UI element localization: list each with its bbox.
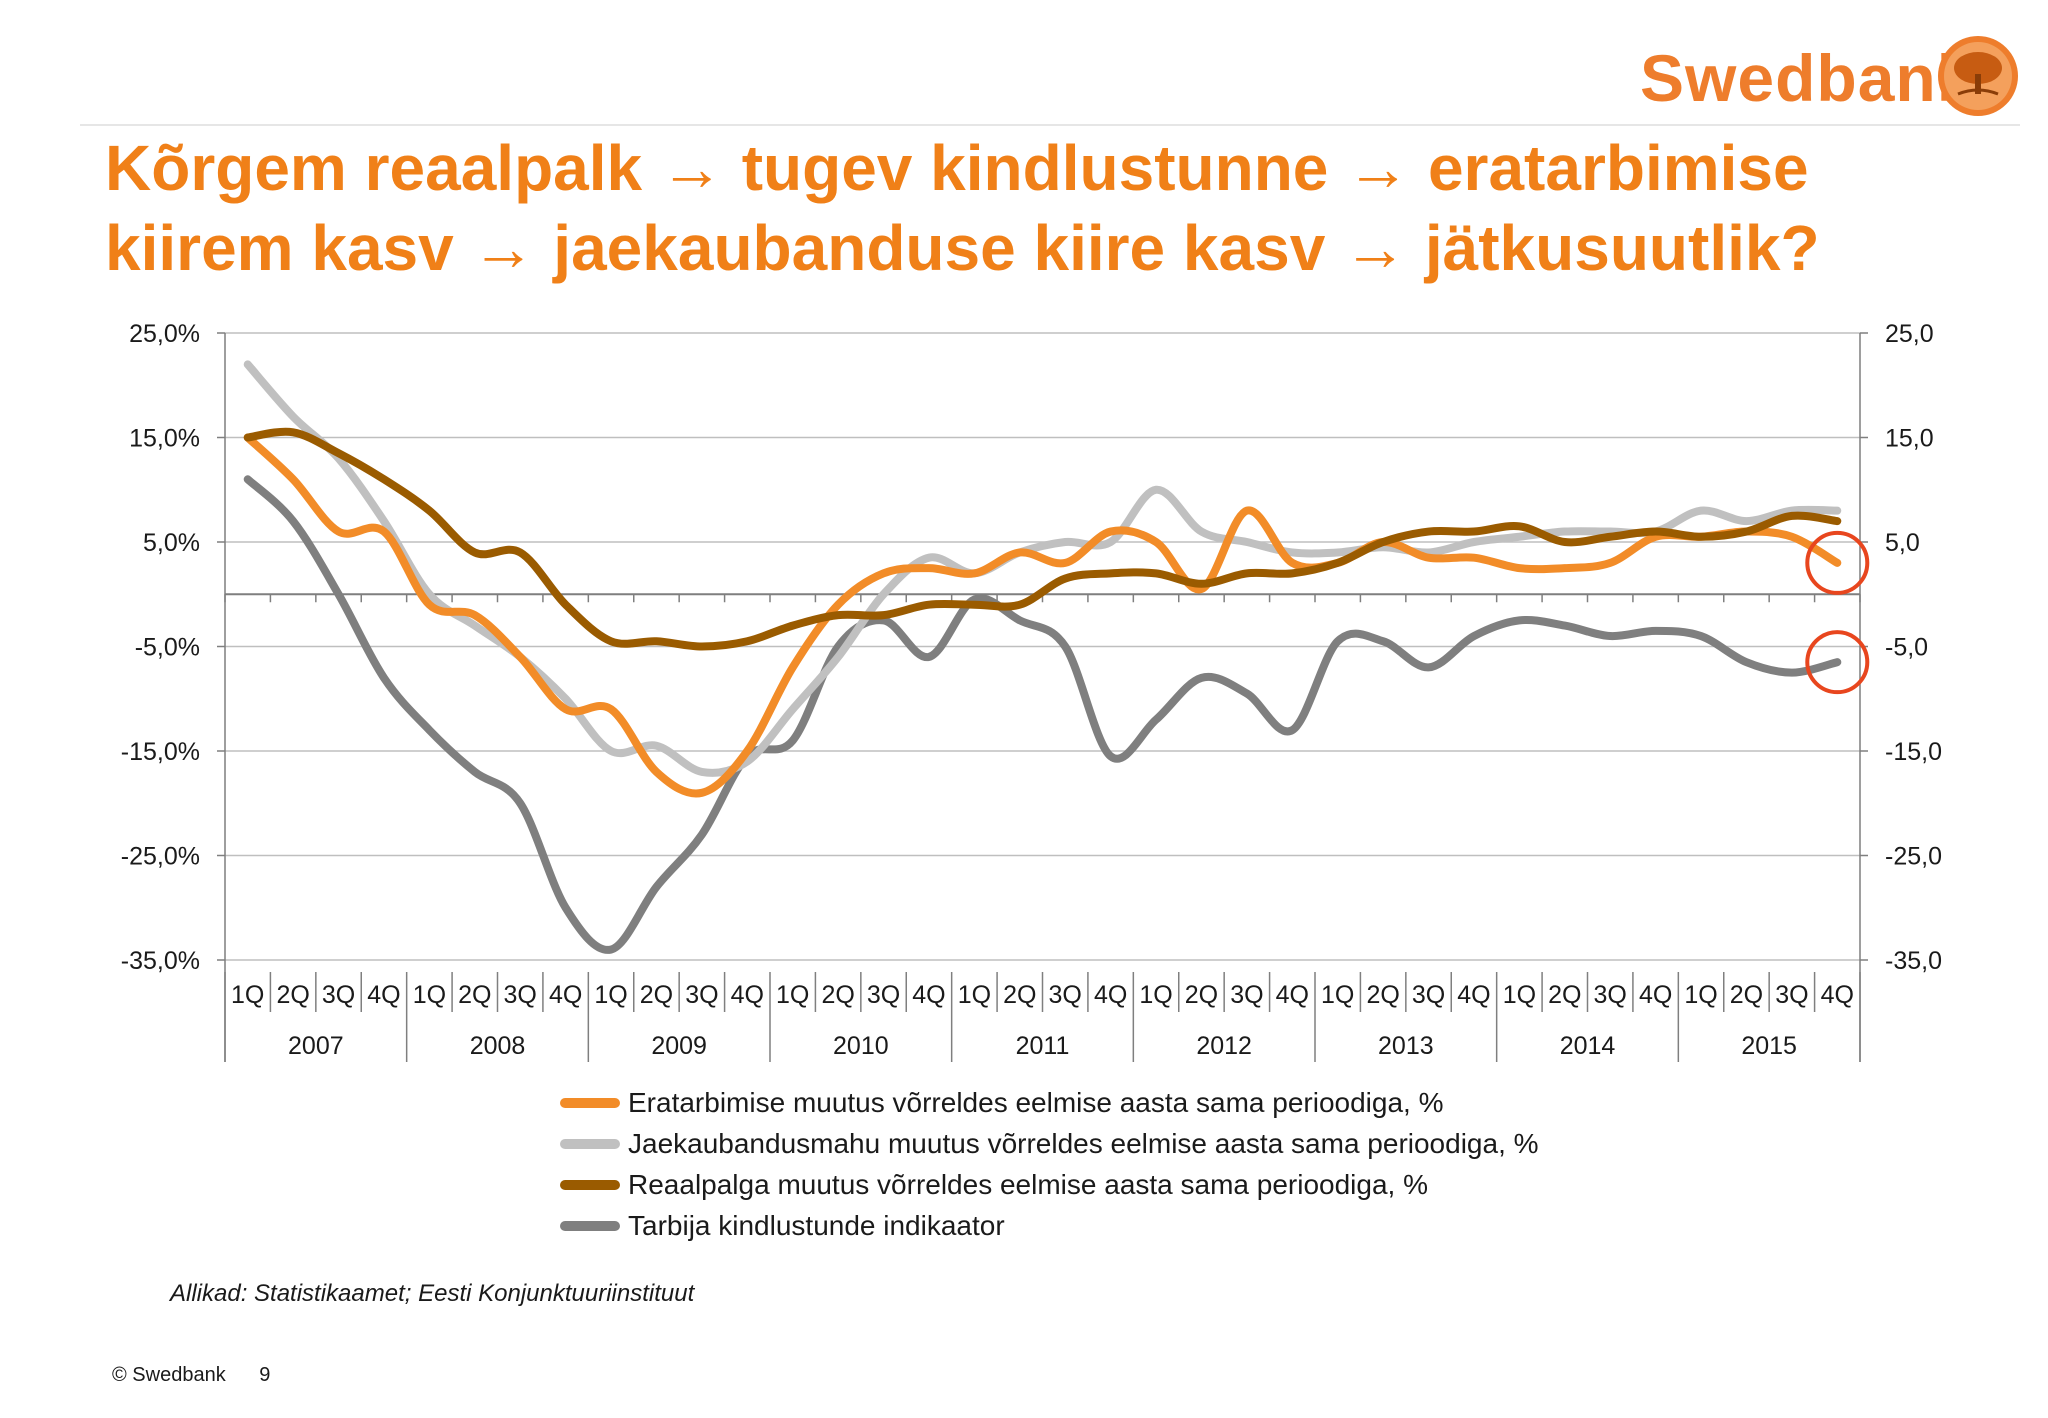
- x-tick-label-year: 2014: [1560, 1032, 1616, 1060]
- x-tick-label-quarter: 2Q: [276, 981, 309, 1009]
- x-tick-label-quarter: 1Q: [958, 981, 991, 1009]
- header-divider: [80, 124, 2020, 126]
- legend-label: Eratarbimise muutus võrreldes eelmise aa…: [628, 1086, 1444, 1118]
- y-right-tick-label: -35,0: [1885, 947, 1942, 975]
- x-tick-label-quarter: 2Q: [1003, 981, 1036, 1009]
- x-tick-label-quarter: 2Q: [1366, 981, 1399, 1009]
- x-tick-label-quarter: 2Q: [1730, 981, 1763, 1009]
- x-tick-label-quarter: 4Q: [1094, 981, 1127, 1009]
- x-tick-label-quarter: 2Q: [1548, 981, 1581, 1009]
- series-line: [243, 475, 1842, 954]
- legend-item-jaekaubandus: Jaekaubandusmahu muutus võrreldes eelmis…: [560, 1123, 1539, 1164]
- x-tick-label-quarter: 4Q: [912, 981, 945, 1009]
- slide-title-line-2: kiirem kasv → jaekaubanduse kiire kasv →…: [105, 212, 1820, 284]
- legend-item-eratarbimine: Eratarbimise muutus võrreldes eelmise aa…: [560, 1082, 1539, 1123]
- legend-swatch: [560, 1097, 620, 1108]
- x-tick-label-quarter: 1Q: [413, 981, 446, 1009]
- series-line: [243, 433, 1842, 798]
- x-tick-label-quarter: 2Q: [640, 981, 673, 1009]
- legend-swatch: [560, 1179, 620, 1190]
- highlight-circle: [1805, 630, 1870, 695]
- source-note: Allikad: Statistikaamet; Eesti Konjunktu…: [170, 1280, 695, 1307]
- x-tick-label-quarter: 4Q: [731, 981, 764, 1009]
- y-left-tick-label: 25,0%: [129, 320, 200, 348]
- x-tick-label-quarter: 4Q: [367, 981, 400, 1009]
- x-tick-label-quarter: 2Q: [821, 981, 854, 1009]
- highlight-circle: [1805, 530, 1870, 595]
- y-left-tick-label: -15,0%: [121, 738, 200, 766]
- slide-title-line-1: Kõrgem reaalpalk → tugev kindlustunne → …: [105, 132, 1809, 204]
- legend-item-reaalpalk: Reaalpalga muutus võrreldes eelmise aast…: [560, 1164, 1539, 1205]
- y-right-tick-label: -15,0: [1885, 738, 1942, 766]
- x-tick-label-year: 2007: [288, 1032, 344, 1060]
- x-tick-label-quarter: 3Q: [504, 981, 537, 1009]
- x-tick-label-quarter: 2Q: [1185, 981, 1218, 1009]
- x-tick-label-quarter: 3Q: [1594, 981, 1627, 1009]
- x-tick-label-year: 2010: [833, 1032, 889, 1060]
- x-tick-label-quarter: 3Q: [1230, 981, 1263, 1009]
- brand-logo-text: Swedbank: [1640, 41, 1975, 115]
- legend-item-kindlustunne: Tarbija kindlustunde indikaator: [560, 1205, 1539, 1246]
- x-tick-label-year: 2011: [1016, 1032, 1070, 1060]
- y-left-tick-label: 5,0%: [143, 529, 200, 557]
- x-tick-label-quarter: 4Q: [1639, 981, 1672, 1009]
- legend-swatch: [560, 1138, 620, 1149]
- x-tick-label-year: 2008: [470, 1032, 526, 1060]
- x-tick-label-quarter: 4Q: [1821, 981, 1854, 1009]
- y-right-tick-label: -5,0: [1885, 634, 1928, 662]
- legend-swatch: [560, 1220, 620, 1231]
- x-tick-label-quarter: 3Q: [322, 981, 355, 1009]
- x-tick-label-year: 2012: [1196, 1032, 1252, 1060]
- y-right-tick-label: -25,0: [1885, 843, 1942, 871]
- x-tick-label-quarter: 4Q: [1457, 981, 1490, 1009]
- x-tick-label-quarter: 4Q: [1276, 981, 1309, 1009]
- x-tick-label-quarter: 1Q: [1684, 981, 1717, 1009]
- legend-label: Jaekaubandusmahu muutus võrreldes eelmis…: [628, 1127, 1539, 1159]
- slide-title: Kõrgem reaalpalk → tugev kindlustunne → …: [105, 128, 2005, 288]
- x-tick-label-quarter: 3Q: [1412, 981, 1445, 1009]
- chart-legend: Eratarbimise muutus võrreldes eelmise aa…: [560, 1082, 1539, 1246]
- x-tick-label-quarter: 1Q: [1139, 981, 1172, 1009]
- y-left-tick-label: 15,0%: [129, 425, 200, 453]
- y-right-tick-label: 25,0: [1885, 320, 1934, 348]
- x-tick-label-quarter: 1Q: [1321, 981, 1354, 1009]
- y-right-tick-label: 5,0: [1885, 529, 1920, 557]
- series-line: [243, 427, 1842, 651]
- footer-copyright: © Swedbank: [112, 1364, 226, 1386]
- y-right-tick-label: 15,0: [1885, 425, 1934, 453]
- x-tick-label-quarter: 1Q: [231, 981, 264, 1009]
- page-number: 9: [259, 1364, 271, 1386]
- y-left-tick-label: -25,0%: [121, 843, 200, 871]
- y-left-tick-label: -5,0%: [135, 634, 200, 662]
- x-tick-label-quarter: 3Q: [1775, 981, 1808, 1009]
- x-tick-label-quarter: 4Q: [549, 981, 582, 1009]
- x-tick-label-quarter: 3Q: [685, 981, 718, 1009]
- x-tick-label-quarter: 3Q: [1049, 981, 1082, 1009]
- legend-label: Reaalpalga muutus võrreldes eelmise aast…: [628, 1168, 1428, 1200]
- x-tick-label-quarter: 2Q: [458, 981, 491, 1009]
- oak-tree-logo-icon: [1938, 36, 2018, 116]
- footer: © Swedbank 9: [112, 1364, 270, 1387]
- x-tick-label-year: 2009: [651, 1032, 707, 1060]
- x-tick-label-quarter: 3Q: [867, 981, 900, 1009]
- legend-label: Tarbija kindlustunde indikaator: [628, 1209, 1005, 1241]
- x-tick-label-year: 2013: [1378, 1032, 1434, 1060]
- y-left-tick-label: -35,0%: [121, 947, 200, 975]
- x-tick-label-quarter: 1Q: [776, 981, 809, 1009]
- x-tick-label-year: 2015: [1741, 1032, 1797, 1060]
- x-tick-label-quarter: 1Q: [1503, 981, 1536, 1009]
- x-tick-label-quarter: 1Q: [594, 981, 627, 1009]
